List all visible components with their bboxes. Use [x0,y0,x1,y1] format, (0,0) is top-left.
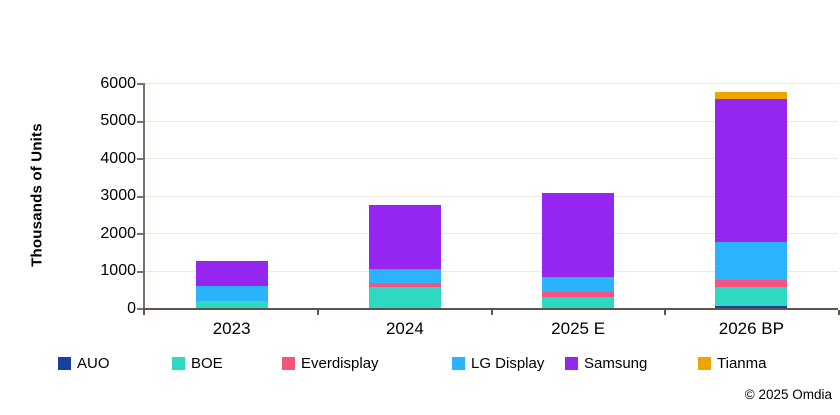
legend: AUO BOE Everdisplay LG Display Samsung Tianma [0,355,840,375]
bar-segment-lg-display [715,242,788,280]
bar-segment-lg-display [368,269,441,284]
legend-swatch [698,357,711,370]
copyright: © 2025 Omdia [744,387,832,402]
bar-segment-lg-display [195,286,268,301]
bar-segment-everdisplay [715,279,788,287]
legend-swatch [58,357,71,370]
bar-segment-everdisplay [542,292,615,298]
x-tick-mark [316,310,319,315]
bar-segment-boe [542,297,615,308]
legend-label: LG Display [471,355,545,372]
legend-label: Everdisplay [301,355,379,372]
y-tick-label: 0 [127,299,136,317]
x-tick-mark [838,310,840,315]
bar-2024 [368,204,441,308]
y-tick-label: 4000 [100,149,136,167]
legend-label: BOE [191,355,223,372]
bar-cell-2026-bp [665,83,838,308]
y-tick-mark [137,233,144,235]
legend-swatch [172,357,185,370]
bar-cell-2024 [318,83,491,308]
legend-item-lg-display: LG Display [452,355,544,372]
y-tick-label: 5000 [100,112,136,129]
bar-segment-tianma [715,92,788,99]
gridline [145,121,838,122]
bar-cell-2025-e [492,83,665,308]
gridline [145,196,838,197]
bar-segment-samsung [195,260,268,287]
legend-swatch [565,357,578,370]
y-tick-mark [137,120,144,123]
gridline [145,158,838,159]
bar-segment-lg-display [542,277,615,293]
legend-item-auo: AUO [58,355,110,372]
legend-label: Tianma [717,355,767,372]
plot-area [145,83,838,308]
x-tick-mark [664,310,667,315]
gridline [145,233,838,234]
bar-2023 [195,260,268,308]
legend-item-boe: BOE [172,355,223,372]
y-tick-mark [137,270,144,273]
y-tick-mark [137,195,144,198]
x-tick-mark [490,310,493,315]
x-axis-labels: 2023 2024 2025 E 2026 BP [145,319,838,339]
legend-label: Samsung [584,355,648,372]
x-axis-label: 2026 BP [718,319,784,338]
bar-2026-bp [715,92,788,308]
x-axis-line [143,308,838,310]
legend-item-tianma: Tianma [698,355,766,372]
y-axis-title: Thousands of Units [28,123,46,267]
bar-segment-everdisplay [368,283,441,287]
gridline [145,271,838,272]
bars [145,83,838,308]
legend-label: AUO [77,355,110,372]
bar-segment-auo [715,305,788,308]
legend-swatch [282,357,295,370]
bar-segment-samsung [542,193,615,278]
x-axis-label: 2024 [385,319,424,338]
y-tick-label: 2000 [100,224,136,242]
x-axis-label: 2023 [212,319,251,338]
y-axis-line [143,83,145,310]
legend-item-samsung: Samsung [565,355,647,372]
legend-item-everdisplay: Everdisplay [282,355,379,372]
bar-2025-e [542,193,615,308]
y-tick-mark [137,158,144,160]
y-tick-label: 1000 [100,262,136,279]
y-tick-mark [137,83,144,85]
bar-segment-samsung [368,204,441,269]
y-tick-mark [137,308,144,310]
y-tick-label: 3000 [100,187,136,204]
bar-segment-boe [195,300,268,308]
legend-swatch [452,357,465,370]
bar-segment-samsung [715,98,788,243]
bar-segment-boe [368,287,441,308]
x-axis-label: 2025 E [551,319,606,338]
bar-cell-2023 [145,83,318,308]
bar-segment-boe [715,287,788,306]
gridline [145,83,838,84]
y-tick-label: 6000 [100,74,136,92]
x-tick-mark [143,310,145,315]
